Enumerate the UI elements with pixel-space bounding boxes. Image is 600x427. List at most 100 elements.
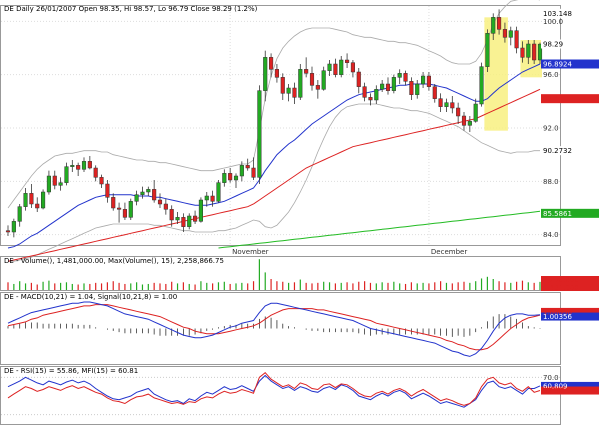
candle-body (432, 86, 437, 99)
candle-body (152, 189, 157, 201)
candle-body (157, 199, 163, 205)
candle-body (181, 217, 186, 227)
candle-body (473, 103, 478, 122)
candle-body (526, 43, 531, 58)
candle-body (175, 217, 180, 221)
candle-body (233, 175, 239, 181)
candle-body (409, 81, 414, 95)
candle-body (87, 161, 92, 169)
candle-body (198, 199, 203, 222)
candle-body (339, 59, 344, 75)
candle-body (245, 165, 250, 169)
candle-body (257, 90, 262, 178)
long-ma-line (218, 210, 541, 249)
candle-body (298, 69, 303, 98)
volume-label: DE - Volume(), 1,481,000.00, Max(Volume(… (4, 257, 224, 265)
candle-body (491, 17, 496, 34)
candle-body (58, 182, 63, 186)
price-tag-bg (541, 8, 599, 18)
candle-body (461, 115, 467, 126)
candle-body (81, 161, 87, 170)
candle-body (479, 66, 484, 105)
candle-body (520, 47, 525, 58)
candle-body (46, 175, 51, 193)
candle-body (11, 221, 16, 233)
volume-panel-frame (0, 256, 561, 291)
mid-ma-line (7, 63, 541, 249)
x-axis-label: December (431, 248, 467, 256)
candle-body (222, 173, 227, 183)
candle-body (368, 97, 373, 101)
rsi-tick: 70.0 (543, 374, 559, 382)
candle-body (350, 62, 355, 73)
candle-body (41, 191, 46, 209)
candle-body (292, 87, 297, 98)
candle-body (216, 182, 221, 202)
rsi-tag-bg (541, 381, 599, 390)
chart-header: DE Daily 26/01/2007 Open 98.35, Hi 98.57… (4, 5, 258, 13)
candle-body (333, 63, 338, 75)
candle-body (532, 43, 537, 61)
volume-tick: 2,258,866 (543, 276, 579, 284)
candle-body (497, 17, 502, 30)
price-tick-label: 96.0 (543, 71, 559, 79)
price-tag-bg (541, 59, 599, 69)
volume-tick: 1,481,000 (543, 284, 579, 292)
candle-body (380, 83, 385, 90)
candle-body (456, 107, 461, 117)
candle-body (537, 43, 543, 61)
candlesticks (5, 9, 543, 238)
candle-body (327, 63, 332, 71)
macd-tick: 1.00056 (543, 308, 572, 316)
candle-body (415, 83, 420, 95)
slow-ma-line (7, 88, 541, 262)
rsi-label: DE - RSI(15) = 55.86, MFI(15) = 60.81 (4, 367, 138, 375)
x-axis-labels: NovemberDecember2007 (232, 248, 467, 256)
price-tag-text: 96.8924 (543, 61, 572, 69)
candle-body (321, 70, 326, 90)
candle-body (467, 121, 472, 126)
macd-signal-line (7, 304, 541, 351)
candle-body (280, 77, 285, 94)
candle-body (23, 193, 28, 207)
candle-body (122, 209, 127, 218)
price-overlays (7, 0, 541, 262)
candle-body (29, 193, 34, 205)
candle-body (35, 203, 40, 209)
price-tag-text: 90.2732 (543, 147, 572, 155)
candle-body (426, 75, 431, 87)
candle-body (210, 195, 215, 202)
candle-body (421, 75, 426, 85)
candle-body (193, 215, 198, 222)
candle-body (140, 191, 145, 195)
candle-body (169, 209, 174, 221)
candle-body (99, 177, 104, 185)
candle-body (251, 167, 256, 178)
candle-body (263, 57, 268, 91)
candle-body (514, 30, 519, 49)
candle-body (105, 183, 110, 198)
candle-body (204, 195, 209, 201)
price-tag-text: 93.4 (543, 95, 559, 103)
upper-band-line (7, 0, 540, 209)
price-grid: 84.0 88.0 92.0 96.0 100.0 (1, 6, 563, 246)
macd-panel-frame (0, 292, 561, 365)
candle-body (17, 206, 22, 222)
lower-band-line (8, 103, 540, 262)
price-axis-tags: 103.148 98.29 96.8924 93.4 90.2732 85.5861 (541, 8, 599, 218)
candle-body (128, 201, 133, 218)
candle-body (304, 69, 309, 74)
rsi-tag-bg (541, 386, 599, 395)
macd-tag-bg (541, 307, 599, 316)
mfi-line (7, 374, 541, 408)
candle-body (438, 98, 443, 107)
candle-body (239, 165, 244, 177)
candle-body (163, 203, 168, 210)
price-tag-text: 85.5861 (543, 210, 572, 218)
candle-body (134, 194, 139, 202)
candle-body (52, 175, 57, 186)
candle-body (403, 73, 408, 82)
candle-body (5, 230, 11, 233)
